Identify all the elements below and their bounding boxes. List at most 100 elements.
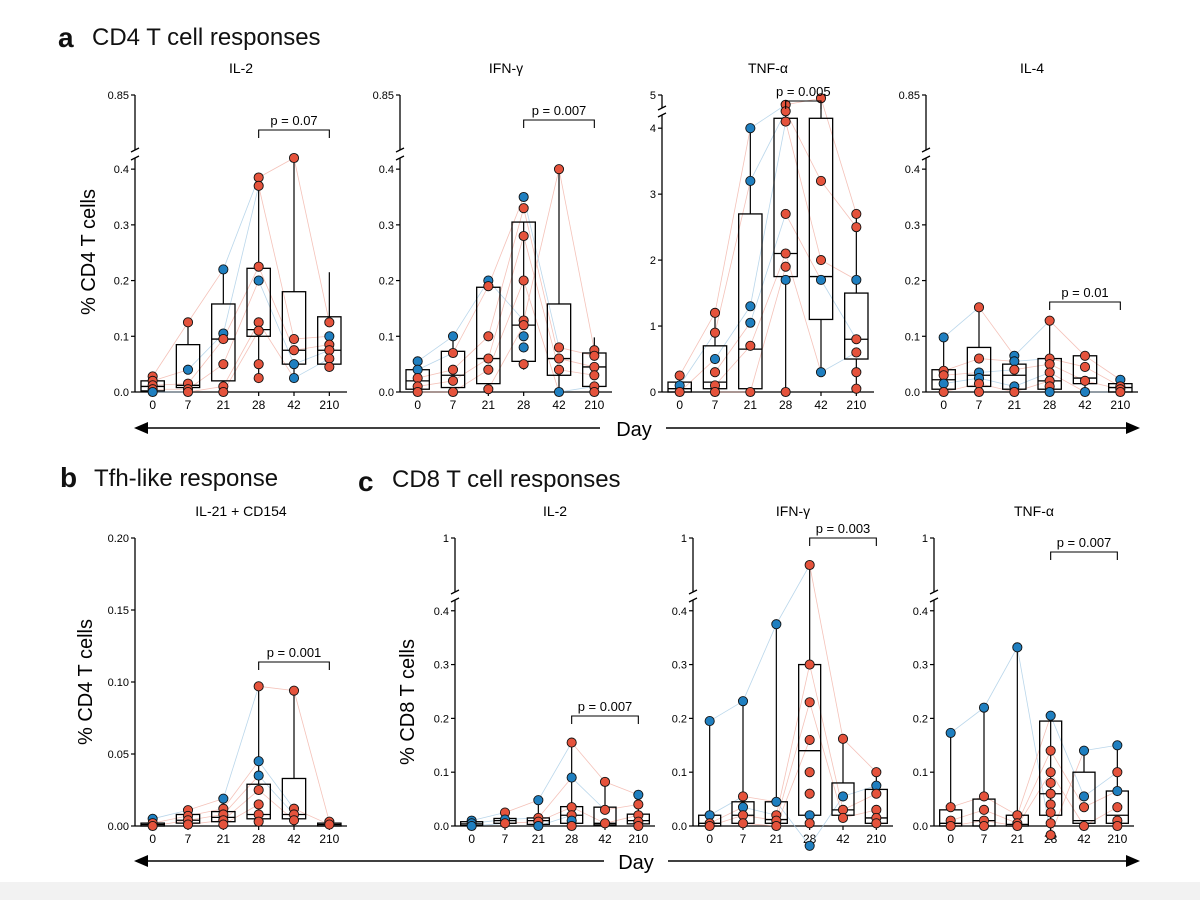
trend-line — [222, 177, 260, 270]
data-point — [837, 812, 849, 823]
data-point — [780, 116, 791, 127]
trend-line — [604, 804, 639, 811]
trend-line — [471, 812, 506, 822]
y-axis-break-mark — [450, 597, 460, 603]
trend-line — [523, 169, 560, 321]
trend-line — [293, 344, 330, 351]
trend-line — [152, 815, 189, 824]
trend-line — [1049, 372, 1086, 393]
p-value-label: p = 0.007 — [1057, 535, 1112, 550]
data-point — [182, 819, 194, 830]
trend-line — [943, 307, 980, 338]
trend-line — [679, 312, 716, 376]
trend-line — [417, 335, 454, 362]
box — [211, 303, 236, 382]
x-tick-label: 42 — [1078, 398, 1092, 412]
chart-title: IL-21 + CD154 — [195, 503, 287, 519]
panel-a-xlabel: Day — [616, 419, 652, 441]
trend-line — [943, 383, 980, 393]
data-point — [1079, 350, 1091, 361]
data-point — [674, 370, 685, 381]
x-tick-label: 42 — [287, 398, 301, 412]
trend-line — [452, 358, 489, 382]
y-tick-label: 1 — [443, 533, 449, 545]
trend-line — [679, 358, 716, 393]
x-tick-label: 210 — [846, 398, 866, 412]
trend-line — [978, 383, 1015, 393]
data-point — [815, 255, 827, 266]
trend-line — [258, 789, 295, 821]
data-point — [709, 353, 721, 365]
data-point — [851, 383, 862, 394]
y-tick-label: 0.05 — [108, 749, 129, 761]
trend-line — [417, 380, 454, 387]
trend-line — [749, 253, 787, 346]
data-point — [553, 164, 565, 175]
x-tick-label: 28 — [517, 398, 531, 412]
data-point — [780, 386, 791, 398]
y-tick-label: 0.4 — [434, 606, 449, 618]
trend-line — [1084, 355, 1121, 381]
trend-line — [487, 196, 525, 287]
y-tick-label: 0.0 — [114, 387, 129, 399]
trend-line — [417, 352, 454, 371]
data-point — [253, 317, 264, 328]
data-point — [288, 359, 300, 370]
trend-line — [452, 369, 489, 393]
trend-line — [571, 806, 606, 824]
data-point — [324, 361, 335, 372]
chart-1: IFN-γ 0.0 0.1 0.2 0.3 0.4 0.85 0 7 21 28 42 210 p = 0… — [373, 60, 612, 412]
data-point — [566, 737, 577, 748]
trend-line — [978, 358, 1015, 362]
data-point — [253, 373, 264, 384]
trend-line — [742, 806, 777, 816]
y-axis-break-mark — [450, 589, 460, 595]
data-point — [851, 334, 862, 345]
data-point — [938, 370, 949, 381]
data-point — [182, 386, 194, 398]
y-tick-label: 0.1 — [434, 767, 449, 779]
trend-line — [749, 111, 787, 182]
x-tick-label: 42 — [836, 832, 850, 846]
trend-line — [558, 347, 595, 357]
data-point — [737, 696, 749, 707]
trend-line — [293, 157, 330, 323]
data-point — [804, 734, 815, 745]
trend-line — [558, 358, 595, 368]
data-point — [978, 820, 990, 832]
data-point — [871, 767, 882, 778]
trend-line — [187, 386, 224, 393]
data-point — [804, 767, 815, 778]
data-point — [1112, 820, 1123, 832]
box — [808, 117, 834, 321]
y-tick-label: 0.10 — [108, 677, 129, 689]
panel-c-ylabel: % CD8 T cells — [397, 639, 419, 765]
trend-line — [820, 98, 857, 215]
data-point — [182, 317, 194, 328]
data-point — [218, 819, 229, 830]
data-point — [553, 342, 565, 353]
data-point — [973, 302, 985, 313]
y-tick-label: 0.3 — [913, 660, 928, 672]
trend-line — [950, 707, 985, 734]
trend-line — [785, 213, 822, 281]
data-point — [324, 353, 335, 364]
trend-line — [187, 269, 224, 323]
data-point — [253, 261, 264, 272]
data-point — [1079, 386, 1091, 398]
y-axis-break-mark — [688, 589, 698, 595]
trend-line — [1083, 744, 1118, 752]
data-point — [253, 275, 264, 286]
x-tick-label: 28 — [252, 398, 266, 412]
data-point — [466, 820, 477, 832]
trend-line — [943, 377, 980, 385]
y-axis-break-mark — [657, 105, 667, 111]
data-point — [633, 799, 644, 810]
trend-line — [258, 157, 295, 178]
y-tick-label: 0.0 — [905, 387, 920, 399]
y-tick-label: 1 — [650, 321, 656, 333]
x-tick-label: 7 — [712, 398, 719, 412]
x-tick-label: 21 — [217, 398, 231, 412]
y-tick-label: 0.3 — [114, 220, 129, 232]
trend-line — [258, 280, 295, 365]
